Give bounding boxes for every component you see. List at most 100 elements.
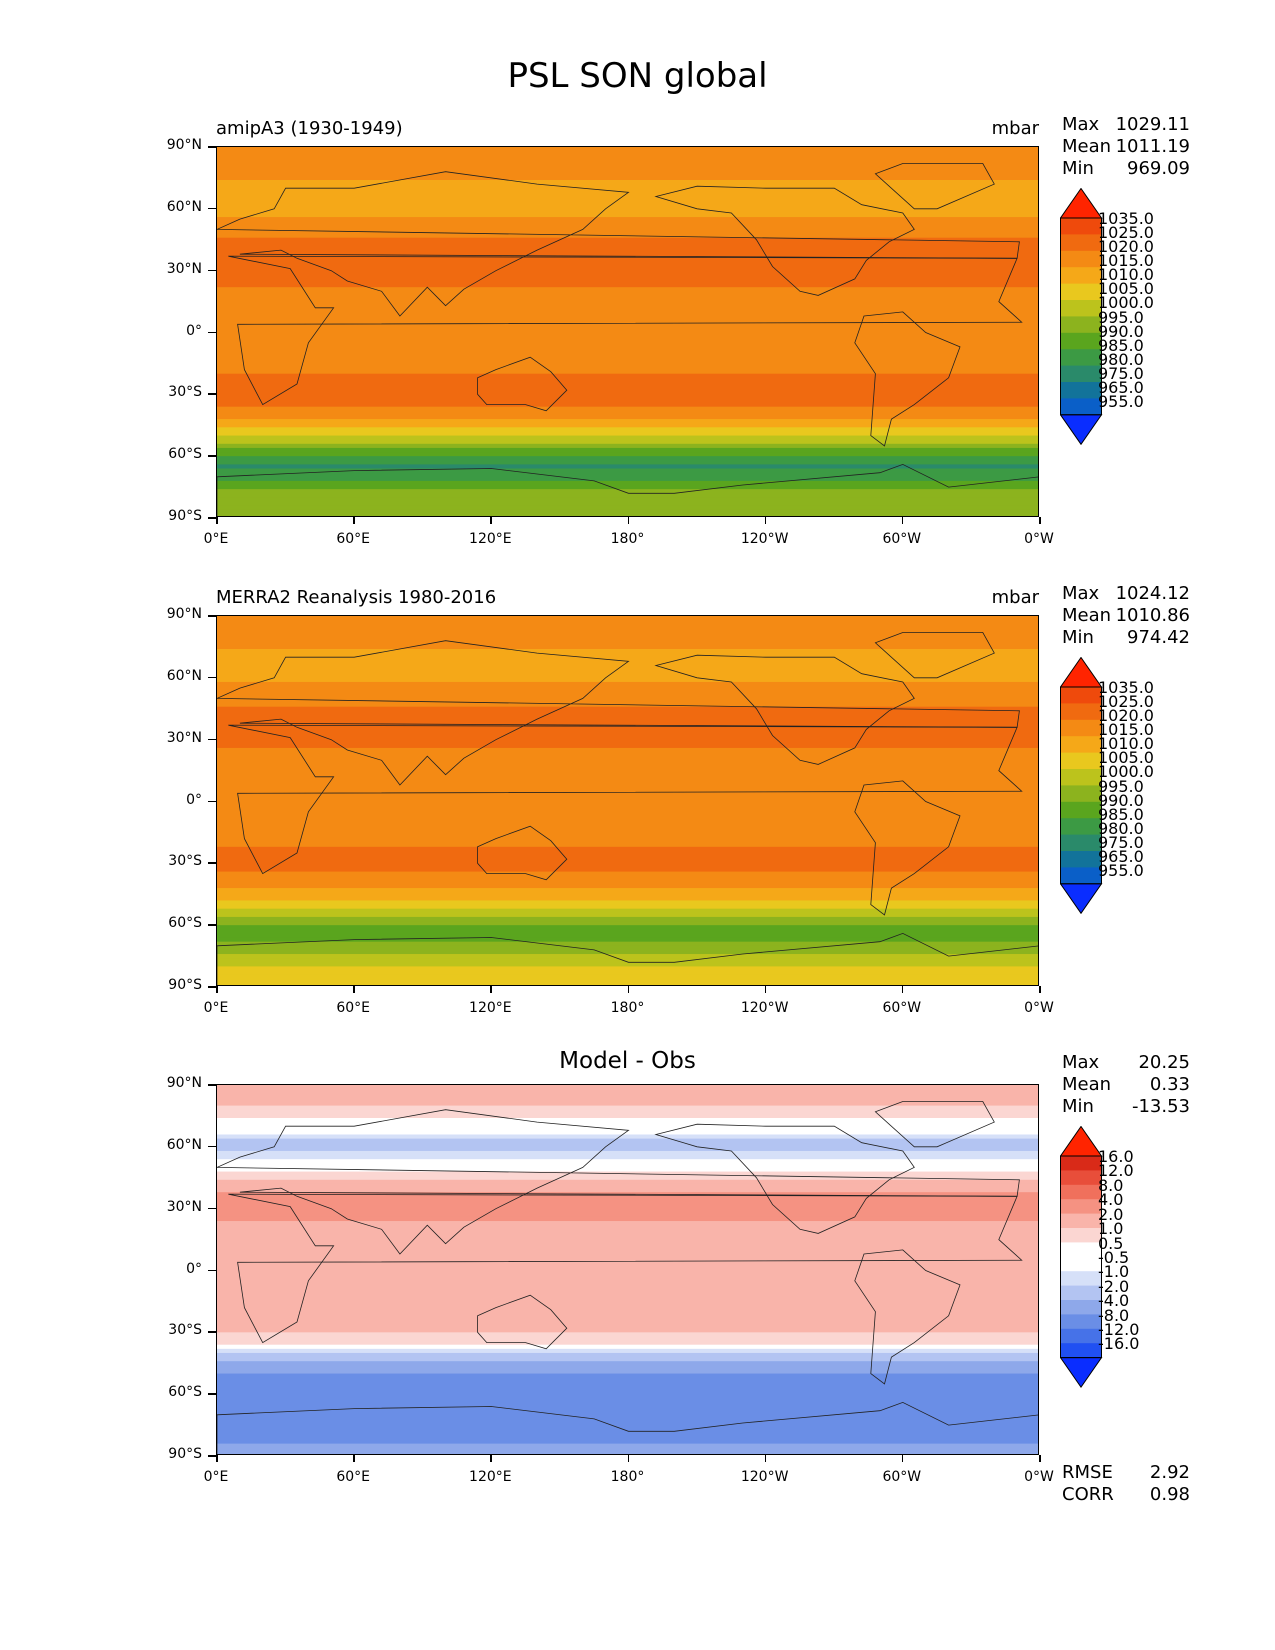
- stat-mean-label: Mean: [1062, 605, 1112, 626]
- y-tick-label: 90°N: [166, 137, 202, 153]
- heatmap-band: [217, 731, 1038, 737]
- heatmap-band: [217, 1328, 1038, 1333]
- y-tick: [208, 862, 216, 864]
- heatmap-band: [217, 1188, 1038, 1193]
- x-tick-label: 180°: [610, 531, 645, 547]
- rmse-label: RMSE: [1062, 1462, 1113, 1483]
- y-tick-label: 90°S: [168, 977, 202, 993]
- heatmap-band: [217, 1443, 1038, 1449]
- heatmap-band: [217, 694, 1038, 700]
- heatmap-band: [217, 1089, 1038, 1094]
- colorbar-segment: [1060, 1328, 1102, 1344]
- heatmap-band: [217, 452, 1038, 457]
- heatmap-band: [217, 768, 1038, 774]
- colorbar-label: 985.0: [1098, 804, 1144, 824]
- y-tick-label: 60°S: [168, 915, 202, 932]
- heatmap-band: [217, 1348, 1038, 1354]
- heatmap-band: [217, 456, 1038, 461]
- heatmap-band: [217, 838, 1038, 844]
- coastline: [874, 1101, 995, 1148]
- colorbar-svg: [1059, 656, 1103, 915]
- heatmap-band: [217, 714, 1038, 720]
- y-tick: [208, 1455, 216, 1457]
- x-tick: [216, 1455, 218, 1462]
- y-tick: [208, 738, 216, 741]
- heatmap-band: [217, 196, 1038, 202]
- colorbar-label: 995.0: [1098, 776, 1144, 796]
- panel-title: Model - Obs: [559, 1048, 696, 1074]
- heatmap-svg: [217, 147, 1038, 516]
- colorbar-label: 995.0: [1098, 307, 1144, 327]
- colorbar-label: 0.5: [1098, 1233, 1124, 1253]
- heatmap-band: [217, 344, 1038, 350]
- heatmap-band: [217, 443, 1038, 449]
- y-tick-label: 0°: [186, 322, 202, 339]
- colorbar-frame: [1060, 686, 1102, 885]
- heatmap-band: [217, 640, 1038, 646]
- heatmap-band: [217, 328, 1038, 334]
- x-tick: [490, 1455, 492, 1462]
- heatmap-band: [217, 501, 1038, 507]
- colorbar-svg: [1059, 187, 1103, 446]
- heatmap-band: [217, 1295, 1038, 1300]
- colorbar-label: -16.0: [1098, 1334, 1140, 1354]
- stat-max-label: Max: [1062, 1052, 1100, 1073]
- colorbar-label: -12.0: [1098, 1320, 1140, 1340]
- heatmap-band: [217, 320, 1038, 325]
- heatmap-band: [217, 735, 1038, 741]
- heatmap-band: [217, 1258, 1038, 1263]
- heatmap-band: [217, 167, 1038, 173]
- heatmap-band: [217, 1431, 1038, 1436]
- map-plot: [216, 1084, 1039, 1455]
- colorbar-segment: [1060, 834, 1102, 852]
- colorbar-svg: [1059, 1125, 1103, 1388]
- x-tick: [901, 517, 904, 524]
- colorbar-segment: [1060, 1271, 1102, 1286]
- heatmap-band: [217, 394, 1038, 400]
- heatmap-band: [217, 1122, 1038, 1127]
- heatmap-band: [217, 661, 1038, 667]
- heatmap-band: [217, 743, 1038, 749]
- heatmap-band: [217, 628, 1038, 634]
- heatmap-band: [217, 353, 1038, 358]
- colorbar-segment: [1060, 1184, 1102, 1200]
- heatmap-band: [217, 369, 1038, 375]
- heatmap-band: [217, 752, 1038, 757]
- colorbar-label: 955.0: [1098, 392, 1144, 412]
- heatmap-band: [217, 357, 1038, 362]
- heatmap-band: [217, 283, 1038, 288]
- heatmap-band: [217, 1262, 1038, 1267]
- stat-min: -13.53: [1131, 1096, 1190, 1117]
- heatmap-band: [217, 147, 1038, 152]
- heatmap-band: [217, 719, 1038, 724]
- heatmap-band: [217, 427, 1038, 433]
- heatmap-band: [217, 636, 1038, 642]
- heatmap-band: [217, 1365, 1038, 1371]
- heatmap-band: [217, 653, 1038, 658]
- colorbar-frame: [1060, 1155, 1102, 1359]
- x-tick: [764, 986, 767, 993]
- coastline: [654, 185, 915, 296]
- heatmap-band: [217, 871, 1038, 877]
- heatmap-band: [217, 970, 1038, 976]
- stat-mean: 1011.19: [1115, 136, 1190, 157]
- heatmap-band: [217, 1402, 1038, 1408]
- heatmap-band: [217, 303, 1038, 309]
- heatmap-band: [217, 1134, 1038, 1140]
- colorbar-extend-top: [1059, 656, 1103, 688]
- x-tick: [490, 986, 492, 993]
- heatmap-band: [217, 1126, 1038, 1131]
- colorbar-label: 1020.0: [1098, 237, 1154, 257]
- colorbar-segment: [1060, 382, 1102, 399]
- x-tick: [627, 517, 629, 524]
- heatmap-band: [217, 620, 1038, 625]
- heatmap-band: [217, 1291, 1038, 1296]
- heatmap-band: [217, 933, 1038, 939]
- heatmap-band: [217, 464, 1038, 470]
- colorbar-label: 1035.0: [1098, 678, 1154, 697]
- x-tick-label: 120°W: [740, 531, 789, 547]
- colorbar-label: -4.0: [1098, 1291, 1130, 1311]
- panel-title: amipA3 (1930-1949): [216, 118, 403, 139]
- colorbar-label: -2.0: [1098, 1276, 1130, 1296]
- heatmap-band: [217, 681, 1038, 687]
